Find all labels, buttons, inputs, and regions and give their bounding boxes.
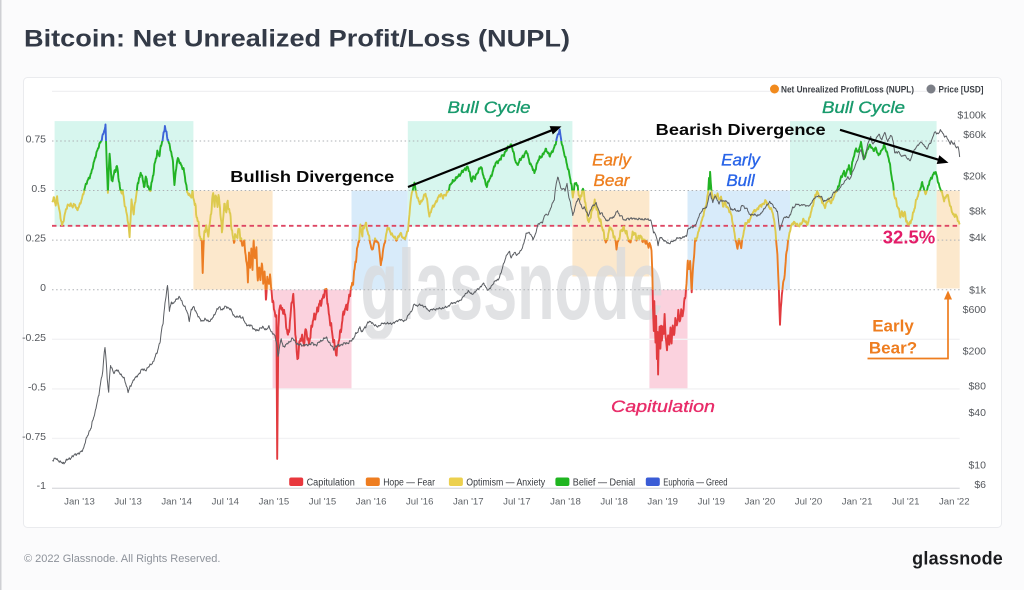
svg-text:Jan '21: Jan '21	[842, 497, 873, 508]
svg-text:© 2022 Glassnode. All Rights R: © 2022 Glassnode. All Rights Reserved.	[24, 553, 220, 565]
svg-text:Jul '16: Jul '16	[406, 497, 433, 508]
svg-text:Capitulation: Capitulation	[611, 397, 715, 416]
svg-text:Jul '17: Jul '17	[503, 497, 530, 508]
svg-text:Early: Early	[872, 317, 914, 336]
svg-text:$200: $200	[963, 346, 987, 358]
svg-text:$100k: $100k	[957, 110, 986, 122]
svg-text:Jan '18: Jan '18	[550, 497, 581, 508]
svg-text:Capitulation: Capitulation	[307, 478, 355, 489]
svg-text:Jan '13: Jan '13	[64, 497, 95, 508]
svg-text:$6: $6	[974, 479, 986, 491]
svg-text:Jul '14: Jul '14	[212, 497, 240, 508]
svg-text:Jul '19: Jul '19	[698, 497, 725, 508]
svg-text:Jan '22: Jan '22	[939, 497, 970, 508]
svg-text:Euphoria — Greed: Euphoria — Greed	[663, 478, 727, 489]
svg-text:0.75: 0.75	[26, 134, 47, 146]
svg-text:-1: -1	[37, 480, 46, 492]
svg-text:$60k: $60k	[963, 129, 987, 141]
svg-text:$600: $600	[963, 304, 987, 316]
svg-text:Bull Cycle: Bull Cycle	[448, 98, 531, 117]
svg-text:Bear: Bear	[594, 171, 631, 190]
svg-text:32.5%: 32.5%	[883, 227, 935, 248]
svg-text:glassnode: glassnode	[361, 229, 664, 340]
svg-text:Bull: Bull	[726, 171, 756, 190]
svg-text:$40: $40	[968, 407, 986, 419]
svg-text:Bull Cycle: Bull Cycle	[822, 98, 905, 117]
svg-text:Jan '15: Jan '15	[259, 497, 290, 508]
svg-text:Jan '19: Jan '19	[647, 497, 678, 508]
svg-text:$20k: $20k	[963, 171, 987, 183]
svg-text:$8k: $8k	[969, 206, 987, 218]
svg-text:Early: Early	[592, 151, 632, 170]
svg-text:Net Unrealized Profit/Loss (NU: Net Unrealized Profit/Loss (NUPL)	[781, 84, 914, 95]
svg-text:0.25: 0.25	[26, 233, 47, 245]
svg-text:Bullish Divergence: Bullish Divergence	[230, 169, 394, 186]
svg-text:Belief — Denial: Belief — Denial	[573, 478, 635, 489]
svg-text:0.5: 0.5	[31, 183, 46, 195]
svg-text:$4k: $4k	[969, 232, 987, 244]
svg-text:$10: $10	[968, 460, 986, 472]
svg-text:Jan '17: Jan '17	[453, 497, 484, 508]
svg-text:Hope — Fear: Hope — Fear	[383, 478, 435, 489]
svg-text:Jan '20: Jan '20	[745, 497, 776, 508]
svg-text:-0.75: -0.75	[22, 431, 46, 443]
svg-text:$1k: $1k	[969, 285, 987, 297]
svg-text:Jul '18: Jul '18	[600, 497, 627, 508]
svg-text:Jan '14: Jan '14	[161, 497, 192, 508]
svg-text:Bear?: Bear?	[869, 339, 917, 358]
svg-text:Bitcoin: Net Unrealized Profit: Bitcoin: Net Unrealized Profit/Loss (NUP…	[24, 26, 570, 53]
svg-text:Optimism — Anxiety: Optimism — Anxiety	[466, 478, 545, 489]
svg-text:Jul '21: Jul '21	[892, 497, 919, 508]
svg-text:-0.25: -0.25	[22, 332, 46, 344]
svg-text:Bearish Divergence: Bearish Divergence	[656, 122, 826, 139]
svg-text:0: 0	[40, 282, 46, 294]
svg-text:Price [USD]: Price [USD]	[939, 84, 984, 95]
svg-text:Jul '13: Jul '13	[114, 497, 141, 508]
svg-text:Jan '16: Jan '16	[356, 497, 387, 508]
svg-text:Jul '20: Jul '20	[795, 497, 822, 508]
svg-text:$80: $80	[968, 381, 986, 393]
svg-text:Early: Early	[721, 151, 761, 170]
svg-text:glassnode: glassnode	[912, 549, 1003, 569]
svg-text:Jul '15: Jul '15	[309, 497, 336, 508]
svg-text:-0.5: -0.5	[28, 381, 46, 393]
